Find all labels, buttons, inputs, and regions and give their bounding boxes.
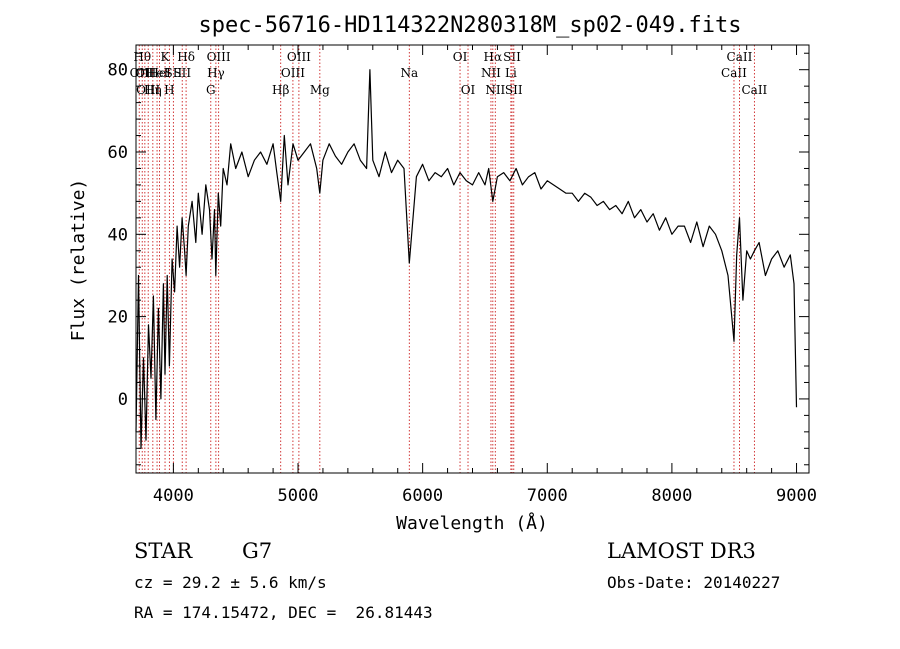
line-marker-label-22: NII	[481, 66, 501, 80]
object-subclass: G7	[242, 539, 273, 563]
line-marker-label-29: CaII	[727, 50, 753, 64]
spectral-line-markers: OIIHθOIIOIIIHηHeIHeIKHSIISIIHδGHγOIIIHβO…	[130, 45, 768, 473]
line-marker-label-5: HeI	[146, 66, 169, 80]
x-tick-label-5000: 5000	[278, 486, 319, 506]
object-class: STAR	[134, 539, 193, 563]
line-marker-label-13: Hγ	[207, 66, 225, 80]
line-marker-label-3: OIII	[136, 83, 160, 97]
chart-title: spec-56716-HD114322N280318M_sp02-049.fit…	[198, 13, 741, 38]
line-marker-label-4: Hη	[144, 83, 162, 97]
line-marker-label-15: Hβ	[272, 83, 289, 97]
spectrum-series-line	[135, 69, 798, 449]
line-marker-label-19: Na	[400, 66, 418, 80]
y-tick-label-20: 20	[108, 308, 128, 328]
line-marker-label-27: SII	[505, 83, 523, 97]
y-axis-label: Flux (relative)	[68, 179, 89, 342]
redshift-text: cz = 29.2 ± 5.6 km/s	[134, 573, 327, 592]
line-marker-label-26: SII	[503, 50, 521, 64]
x-axis-label: Wavelength (Å)	[396, 512, 548, 534]
line-marker-label-21: OI	[461, 83, 476, 97]
x-tick-label-9000: 9000	[776, 486, 817, 506]
line-marker-label-8: H	[164, 83, 174, 97]
line-marker-label-16: OIII	[281, 66, 305, 80]
survey-name: LAMOST DR3	[607, 539, 756, 563]
line-marker-label-17: OIII	[287, 50, 311, 64]
line-marker-label-7: K	[161, 50, 171, 64]
x-tick-label-4000: 4000	[153, 486, 194, 506]
plot-frame	[135, 44, 810, 474]
coordinates-text: RA = 174.15472, DEC = 26.81443	[134, 603, 433, 622]
line-marker-label-24: NII	[485, 83, 505, 97]
plot-area	[135, 44, 810, 474]
y-tick-label-40: 40	[108, 225, 128, 245]
line-marker-label-25: Li	[505, 66, 517, 80]
line-marker-label-12: G	[206, 83, 216, 97]
line-marker-label-18: Mg	[310, 83, 330, 97]
line-marker-label-20: OI	[453, 50, 468, 64]
line-marker-label-14: OIII	[207, 50, 231, 64]
line-marker-label-30: CaII	[741, 83, 767, 97]
x-tick-label-7000: 7000	[527, 486, 568, 506]
x-tick-label-6000: 6000	[402, 486, 443, 506]
y-tick-label-80: 80	[108, 61, 128, 81]
x-tick-label-8000: 8000	[651, 486, 692, 506]
line-marker-label-9: SII	[165, 66, 183, 80]
line-marker-label-10: SII	[173, 66, 191, 80]
observation-date: Obs-Date: 20140227	[607, 573, 781, 592]
x-axis-ticks: 4000 5000 6000 7000 8000 9000	[153, 45, 817, 506]
line-marker-label-23: Hα	[484, 50, 503, 64]
line-marker-label-11: Hδ	[177, 50, 195, 64]
y-tick-label-0: 0	[118, 390, 128, 410]
y-axis-ticks: 0 20 40 60 80	[108, 52, 809, 466]
y-tick-label-60: 60	[108, 143, 128, 163]
line-marker-label-28: CaII	[721, 66, 747, 80]
